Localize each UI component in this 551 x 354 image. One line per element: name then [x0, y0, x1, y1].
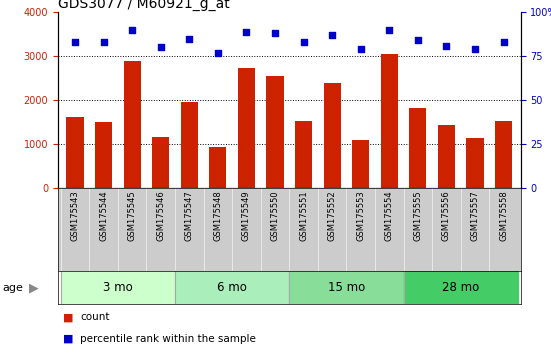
Point — [385, 27, 393, 33]
Text: age: age — [3, 282, 24, 293]
Bar — [61, 271, 175, 304]
Bar — [352, 140, 369, 188]
Point — [71, 39, 79, 45]
Text: GSM175550: GSM175550 — [271, 190, 279, 241]
Point — [213, 50, 222, 56]
Text: GSM175546: GSM175546 — [156, 190, 165, 241]
Text: GSM175548: GSM175548 — [213, 190, 223, 241]
Text: GSM175552: GSM175552 — [328, 190, 337, 241]
Text: GDS3077 / M60921_g_at: GDS3077 / M60921_g_at — [58, 0, 230, 11]
Text: count: count — [80, 312, 110, 322]
Text: ■: ■ — [63, 334, 74, 344]
Bar — [267, 76, 284, 188]
Bar — [438, 125, 455, 188]
Bar — [295, 121, 312, 188]
Bar — [209, 147, 226, 188]
Point — [156, 45, 165, 50]
Text: 28 mo: 28 mo — [442, 281, 479, 294]
Point — [99, 39, 108, 45]
Point — [442, 43, 451, 48]
Text: ▶: ▶ — [29, 281, 38, 294]
Text: 6 mo: 6 mo — [217, 281, 247, 294]
Point — [328, 32, 337, 38]
Bar — [323, 83, 341, 188]
Point — [499, 39, 508, 45]
Text: GSM175547: GSM175547 — [185, 190, 194, 241]
Text: GSM175554: GSM175554 — [385, 190, 394, 241]
Point — [413, 38, 422, 43]
Text: GSM175556: GSM175556 — [442, 190, 451, 241]
Point — [242, 29, 251, 34]
Text: GSM175549: GSM175549 — [242, 190, 251, 241]
Text: GSM175544: GSM175544 — [99, 190, 108, 241]
Bar — [238, 68, 255, 188]
Bar — [123, 61, 141, 188]
Text: ■: ■ — [63, 312, 74, 322]
Bar — [95, 122, 112, 188]
Bar — [495, 121, 512, 188]
Text: GSM175551: GSM175551 — [299, 190, 308, 241]
Text: GSM175558: GSM175558 — [499, 190, 508, 241]
Point — [471, 46, 479, 52]
Point — [185, 36, 194, 41]
Point — [356, 46, 365, 52]
Point — [271, 30, 279, 36]
Text: percentile rank within the sample: percentile rank within the sample — [80, 334, 256, 344]
Bar — [409, 108, 426, 188]
Bar — [289, 271, 403, 304]
Text: GSM175557: GSM175557 — [471, 190, 479, 241]
Bar — [403, 271, 518, 304]
Text: GSM175545: GSM175545 — [128, 190, 137, 241]
Bar — [181, 102, 198, 188]
Point — [128, 27, 137, 33]
Bar — [67, 117, 84, 188]
Bar — [381, 54, 398, 188]
Bar — [466, 138, 484, 188]
Bar — [152, 137, 169, 188]
Text: GSM175543: GSM175543 — [71, 190, 79, 241]
Text: 15 mo: 15 mo — [328, 281, 365, 294]
Text: 3 mo: 3 mo — [103, 281, 133, 294]
Point — [299, 39, 308, 45]
Text: GSM175555: GSM175555 — [413, 190, 423, 241]
Bar — [175, 271, 289, 304]
Text: GSM175553: GSM175553 — [356, 190, 365, 241]
